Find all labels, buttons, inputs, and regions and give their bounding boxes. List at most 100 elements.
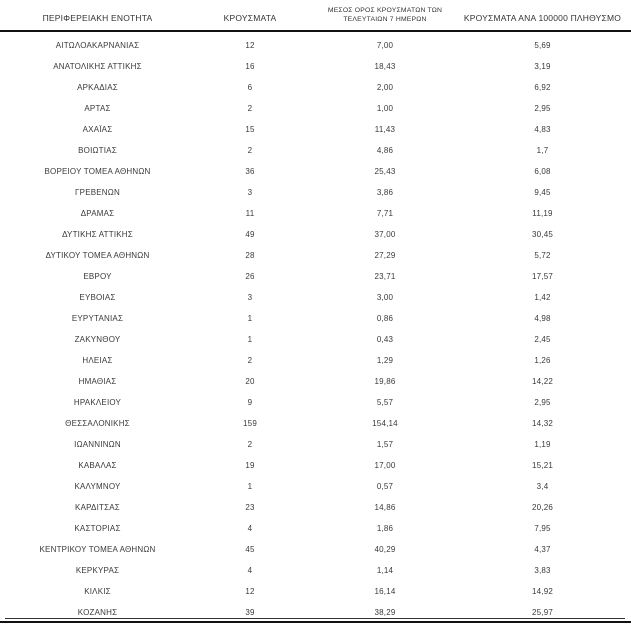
cases-cell: 36 <box>245 167 255 176</box>
avg-7day-cell: 38,29 <box>374 608 396 617</box>
footer-rule-thin <box>5 618 625 619</box>
region-cell: ΕΥΒΟΙΑΣ <box>79 293 116 302</box>
avg-7day-cell: 2,00 <box>376 83 394 92</box>
region-cell: ΕΒΡΟΥ <box>83 272 112 281</box>
per-100k-cell: 30,45 <box>531 230 554 239</box>
table-row: ΚΑΡΔΙΤΣΑΣ 23 14,86 20,26 <box>5 497 625 518</box>
per-100k-cell: 1,19 <box>534 440 551 449</box>
cases-cell: 2 <box>247 146 253 155</box>
avg-7day-cell: 1,00 <box>376 104 394 113</box>
avg-7day-cell: 7,00 <box>376 41 394 50</box>
per-100k-cell: 14,92 <box>531 587 554 596</box>
per-100k-cell: 1,26 <box>534 356 551 365</box>
region-cell: ΖΑΚΥΝΘΟΥ <box>74 335 121 344</box>
column-header-avg-7-days: ΜΕΣΟΣ ΟΡΟΣ ΚΡΟΥΣΜΑΤΩΝ ΤΩΝ ΤΕΛΕΥΤΑΙΩΝ 7 ΗΜ… <box>310 0 460 31</box>
avg-7day-cell: 1,57 <box>376 440 394 449</box>
cases-cell: 26 <box>245 272 255 281</box>
cases-cell: 16 <box>245 62 255 71</box>
avg-7day-cell: 16,14 <box>374 587 396 596</box>
avg-7day-cell: 1,86 <box>376 524 394 533</box>
cases-cell: 11 <box>245 209 255 218</box>
region-cell: ΑΡΤΑΣ <box>84 104 111 113</box>
per-100k-cell: 4,83 <box>534 125 551 134</box>
avg-7day-cell: 19,86 <box>374 377 396 386</box>
column-header-regional-unit: ΠΕΡΙΦΕΡΕΙΑΚΗ ΕΝΟΤΗΤΑ <box>5 0 190 31</box>
region-cell: ΗΡΑΚΛΕΙΟΥ <box>73 398 122 407</box>
avg-7day-cell: 1,14 <box>376 566 394 575</box>
per-100k-cell: 5,69 <box>534 41 551 50</box>
cases-cell: 12 <box>245 41 255 50</box>
cases-cell: 1 <box>247 314 253 323</box>
cases-cell: 20 <box>245 377 255 386</box>
region-cell: ΗΛΕΙΑΣ <box>82 356 113 365</box>
table-row: ΕΥΒΟΙΑΣ 3 3,00 1,42 <box>5 287 625 308</box>
table-header: ΠΕΡΙΦΕΡΕΙΑΚΗ ΕΝΟΤΗΤΑ ΚΡΟΥΣΜΑΤΑ ΜΕΣΟΣ ΟΡΟΣ … <box>5 0 625 31</box>
avg-7day-cell: 14,86 <box>374 503 396 512</box>
cases-cell: 3 <box>247 188 253 197</box>
region-cell: ΚΙΛΚΙΣ <box>84 587 111 596</box>
cases-cell: 15 <box>245 125 255 134</box>
table-row: ΑΡΤΑΣ 2 1,00 2,95 <box>5 98 625 119</box>
table-body: ΑΙΤΩΛΟΑΚΑΡΝΑΝΙΑΣ 12 7,00 5,69 ΑΝΑΤΟΛΙΚΗΣ ΑΤΤ… <box>5 31 625 624</box>
table-row: ΚΑΣΤΟΡΙΑΣ 4 1,86 7,95 <box>5 518 625 539</box>
table-row: ΑΙΤΩΛΟΑΚΑΡΝΑΝΙΑΣ 12 7,00 5,69 <box>5 31 625 57</box>
cases-cell: 23 <box>245 503 255 512</box>
avg-7day-cell: 25,43 <box>374 167 396 176</box>
column-header-line: ΜΕΣΟΣ ΟΡΟΣ ΚΡΟΥΣΜΑΤΩΝ ΤΩΝ <box>327 6 443 14</box>
cases-cell: 12 <box>245 587 255 596</box>
region-cell: ΚΑΛΥΜΝΟΥ <box>74 482 121 491</box>
table-row: ΑΧΑΪΑΣ 15 11,43 4,83 <box>5 119 625 140</box>
region-cell: ΘΕΣΣΑΛΟΝΙΚΗΣ <box>65 419 130 428</box>
table-row: ΚΑΛΥΜΝΟΥ 1 0,57 3,4 <box>5 476 625 497</box>
cases-cell: 45 <box>245 545 255 554</box>
avg-7day-cell: 5,57 <box>376 398 394 407</box>
table-row: ΒΟΙΩΤΙΑΣ 2 4,86 1,7 <box>5 140 625 161</box>
cases-cell: 6 <box>247 83 253 92</box>
avg-7day-cell: 3,00 <box>376 293 394 302</box>
avg-7day-cell: 0,43 <box>376 335 394 344</box>
table-row: ΚΕΝΤΡΙΚΟΥ ΤΟΜΕΑ ΑΘΗΝΩΝ 45 40,29 4,37 <box>5 539 625 560</box>
region-cell: ΔΡΑΜΑΣ <box>80 209 115 218</box>
region-cell: ΚΕΝΤΡΙΚΟΥ ΤΟΜΕΑ ΑΘΗΝΩΝ <box>39 545 156 554</box>
per-100k-cell: 6,08 <box>534 167 551 176</box>
per-100k-cell: 2,95 <box>534 398 551 407</box>
column-header-line: ΤΕΛΕΥΤΑΙΩΝ 7 ΗΜΕΡΩΝ <box>343 15 427 23</box>
region-cell: ΗΜΑΘΙΑΣ <box>78 377 117 386</box>
per-100k-cell: 20,26 <box>531 503 554 512</box>
table-row: ΘΕΣΣΑΛΟΝΙΚΗΣ 159 154,14 14,32 <box>5 413 625 434</box>
per-100k-cell: 14,32 <box>531 419 554 428</box>
region-cell: ΕΥΡΥΤΑΝΙΑΣ <box>71 314 124 323</box>
region-cell: ΚΑΣΤΟΡΙΑΣ <box>74 524 121 533</box>
per-100k-cell: 6,92 <box>534 83 551 92</box>
region-cell: ΚΕΡΚΥΡΑΣ <box>75 566 120 575</box>
per-100k-cell: 4,37 <box>534 545 551 554</box>
region-cell: ΚΑΡΔΙΤΣΑΣ <box>75 503 120 512</box>
table-row: ΚΟΖΑΝΗΣ 39 38,29 25,97 <box>5 602 625 623</box>
column-header-cases: ΚΡΟΥΣΜΑΤΑ <box>190 0 310 31</box>
region-cell: ΑΧΑΪΑΣ <box>82 125 113 134</box>
cases-cell: 19 <box>245 461 255 470</box>
avg-7day-cell: 40,29 <box>374 545 396 554</box>
table-row: ΒΟΡΕΙΟΥ ΤΟΜΕΑ ΑΘΗΝΩΝ 36 25,43 6,08 <box>5 161 625 182</box>
cases-cell: 2 <box>247 104 253 113</box>
table-row: ΗΡΑΚΛΕΙΟΥ 9 5,57 2,95 <box>5 392 625 413</box>
per-100k-cell: 14,22 <box>531 377 554 386</box>
cases-cell: 28 <box>245 251 255 260</box>
footer-rule-thick <box>0 621 631 623</box>
region-cell: ΔΥΤΙΚΗΣ ΑΤΤΙΚΗΣ <box>62 230 133 239</box>
per-100k-cell: 2,95 <box>534 104 551 113</box>
avg-7day-cell: 23,71 <box>374 272 396 281</box>
table-row: ΔΡΑΜΑΣ 11 7,71 11,19 <box>5 203 625 224</box>
avg-7day-cell: 0,86 <box>376 314 394 323</box>
table-row: ΕΥΡΥΤΑΝΙΑΣ 1 0,86 4,98 <box>5 308 625 329</box>
avg-7day-cell: 37,00 <box>374 230 396 239</box>
region-cell: ΔΥΤΙΚΟΥ ΤΟΜΕΑ ΑΘΗΝΩΝ <box>45 251 150 260</box>
per-100k-cell: 17,57 <box>531 272 554 281</box>
table-row: ΚΙΛΚΙΣ 12 16,14 14,92 <box>5 581 625 602</box>
per-100k-cell: 3,19 <box>534 62 551 71</box>
per-100k-cell: 25,97 <box>531 608 554 617</box>
per-100k-cell: 5,72 <box>534 251 551 260</box>
cases-cell: 159 <box>243 419 257 428</box>
table-row: ΙΩΑΝΝΙΝΩΝ 2 1,57 1,19 <box>5 434 625 455</box>
